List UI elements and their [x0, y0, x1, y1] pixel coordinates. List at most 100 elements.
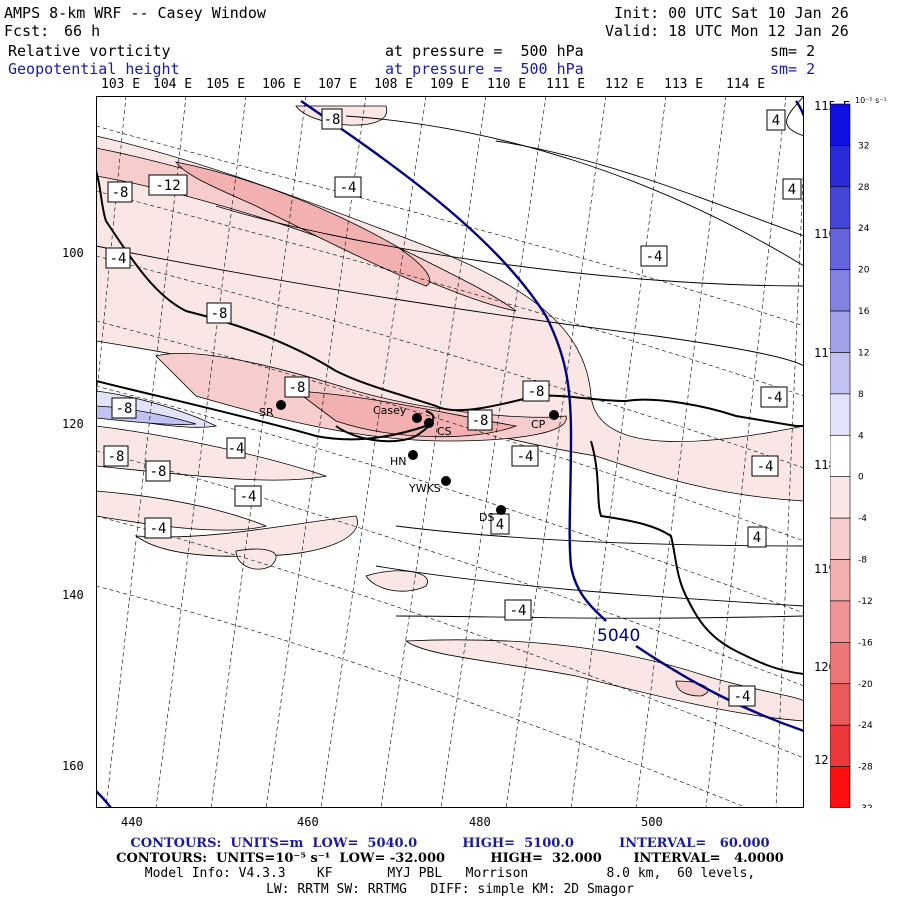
- y-tick-140: 140: [62, 588, 84, 602]
- contour-label: -8: [472, 413, 489, 429]
- station-label-ywks: YWKS: [408, 482, 441, 495]
- colorbar-level-label: 28: [858, 183, 870, 193]
- y-tick-160: 160: [62, 759, 84, 773]
- vorticity-colorbar: 32 28 24 20 16 12 8 4 0 -4 -8 -12 -16 -20 -24 -28 -32 10…: [830, 96, 887, 808]
- colorbar-swatch: [830, 434, 851, 478]
- vorticity-contours: [96, 96, 804, 619]
- station-marker-cs[interactable]: [424, 418, 434, 428]
- colorbar-swatch: [830, 600, 851, 643]
- colorbar-unit: 10⁻⁵ s⁻¹: [855, 96, 887, 105]
- station-marker-casey[interactable]: [412, 413, 422, 423]
- x-tick-480: 480: [469, 815, 491, 829]
- forecast-hour: 66 h: [64, 22, 101, 40]
- contour-label: -4: [646, 249, 663, 265]
- colorbar-swatch: [830, 559, 851, 602]
- contour-label: -4: [110, 251, 127, 267]
- colorbar-level-label: -24: [858, 721, 873, 731]
- field-geopotential-pressure: at pressure = 500 hPa: [385, 60, 584, 78]
- station-marker-ywks[interactable]: [441, 476, 451, 486]
- contour-label: -4: [150, 521, 167, 537]
- field-geopotential: Geopotential height: [8, 60, 180, 78]
- contour-label: -4: [510, 603, 527, 619]
- vorticity-max-core: [175, 161, 431, 287]
- lon-label-105: 105 E: [206, 77, 246, 92]
- vorticity-lobe-coast: [294, 390, 518, 438]
- contour-label: -8: [211, 306, 228, 322]
- colorbar-level-label: 16: [858, 307, 870, 317]
- lon-label-114: 114 E: [726, 77, 766, 92]
- colorbar-swatch: [830, 310, 851, 353]
- footer-height-contours: CONTOURS: UNITS=m LOW= 5040.0 HIGH= 5100…: [130, 836, 770, 851]
- field-geopotential-smoothing: sm= 2: [770, 60, 816, 78]
- colorbar-swatch: [830, 642, 851, 685]
- colorbar-labels: 32 28 24 20 16 12 8 4 0 -4 -8 -12 -16 -20 -24 -28 -32: [858, 141, 873, 808]
- graticule: [96, 96, 804, 808]
- colorbar-level-label: 0: [858, 473, 864, 483]
- lon-label-104: 104 E: [153, 77, 193, 92]
- station-marker-ds[interactable]: [496, 505, 506, 515]
- geopotential-contour: [96, 100, 804, 808]
- contour-label: -12: [155, 178, 180, 194]
- footer-model-info: Model Info: V4.3.3 KF MYJ PBL Morrison 8…: [144, 866, 756, 881]
- map-title: AMPS 8-km WRF -- Casey Window: [4, 4, 266, 22]
- forecast-label: Fcst:: [4, 22, 50, 40]
- station-label-cp: CP: [531, 418, 546, 431]
- lon-label-111: 111 E: [546, 77, 586, 92]
- footer-vorticity-contours: CONTOURS: UNITS=10⁻⁵ s⁻¹ LOW= -32.000 HI…: [116, 851, 784, 866]
- colorbar-swatch: [830, 724, 851, 767]
- lon-label-109: 109 E: [430, 77, 470, 92]
- station-marker-cp[interactable]: [549, 410, 559, 420]
- colorbar-level-label: 4: [858, 431, 864, 441]
- contour-label: -4: [766, 390, 783, 406]
- lon-label-107: 107 E: [318, 77, 358, 92]
- colorbar-level-label: -8: [858, 556, 867, 566]
- vorticity-blob-3: [365, 570, 428, 592]
- contour-label: -4: [734, 689, 751, 705]
- contour-label: -4: [757, 459, 774, 475]
- colorbar-swatch: [830, 145, 851, 188]
- colorbar-swatch: [830, 476, 851, 519]
- colorbar-swatch: [830, 103, 851, 146]
- station-marker-hn[interactable]: [408, 450, 418, 460]
- vorticity-shading: [96, 105, 804, 722]
- valid-time: Valid: 18 UTC Mon 12 Jan 26: [605, 22, 849, 40]
- station-label-casey: Casey: [373, 404, 407, 417]
- station-marker-sr[interactable]: [276, 400, 286, 410]
- lon-label-112: 112 E: [605, 77, 645, 92]
- contour-label: 4: [772, 113, 780, 129]
- contour-label: -8: [289, 380, 306, 396]
- colorbar-level-label: 12: [858, 348, 869, 358]
- field-vorticity: Relative vorticity: [8, 42, 171, 60]
- contour-label: -8: [150, 464, 167, 480]
- colorbar-level-label: 8: [858, 390, 864, 400]
- field-vorticity-pressure: at pressure = 500 hPa: [385, 42, 584, 60]
- stations: SR Casey CS HN YWKS DS CP: [259, 400, 559, 524]
- x-tick-500: 500: [641, 815, 663, 829]
- y-tick-120: 120: [62, 417, 84, 431]
- colorbar-swatch: [830, 269, 851, 312]
- lon-label-110: 110 E: [487, 77, 527, 92]
- contour-label: -8: [112, 185, 129, 201]
- colorbar-level-label: -4: [858, 514, 867, 524]
- colorbar-swatches: [830, 103, 851, 808]
- lon-label-108: 108 E: [374, 77, 414, 92]
- colorbar-level-label: -28: [858, 763, 873, 773]
- contour-label: -4: [517, 449, 534, 465]
- colorbar-level-label: -12: [858, 597, 873, 607]
- y-tick-100: 100: [62, 246, 84, 260]
- field-vorticity-smoothing: sm= 2: [770, 42, 816, 60]
- colorbar-swatch: [830, 186, 851, 229]
- colorbar-level-label: 24: [858, 224, 870, 234]
- colorbar-level-label: -16: [858, 638, 873, 648]
- contour-label: -4: [240, 489, 257, 505]
- lon-label-103: 103 E: [101, 77, 141, 92]
- contour-label: 4: [788, 182, 796, 198]
- coastline: [96, 170, 804, 675]
- station-label-ds: DS: [479, 511, 494, 524]
- colorbar-swatch: [830, 393, 851, 436]
- vorticity-band-south: [404, 639, 804, 722]
- contour-label: 4: [496, 517, 504, 533]
- geopotential-label: 5040: [597, 626, 640, 646]
- lon-label-106: 106 E: [262, 77, 302, 92]
- colorbar-swatch: [830, 517, 851, 560]
